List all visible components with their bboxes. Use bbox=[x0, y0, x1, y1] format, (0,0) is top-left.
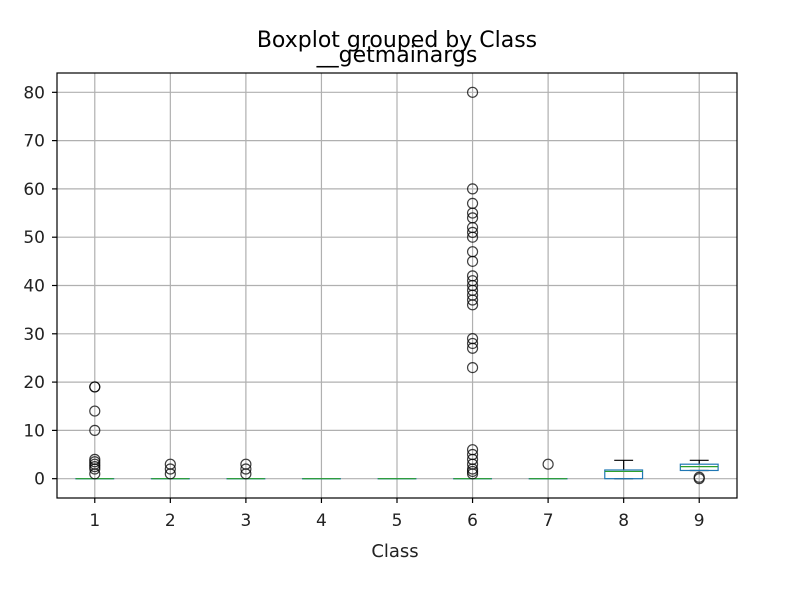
flier-point bbox=[89, 405, 101, 417]
flier-point bbox=[542, 458, 554, 470]
y-tick-label: 60 bbox=[23, 180, 45, 200]
chart-suptitle: Boxplot grouped by Class bbox=[257, 28, 537, 53]
x-tick-label: 9 bbox=[694, 511, 705, 531]
y-tick-label: 0 bbox=[34, 470, 45, 490]
tick-layer: 0 10 20 30 40 50 60 70 80 1 2 3 4 5 6 7 8 9 bbox=[23, 83, 704, 531]
flier-point bbox=[466, 86, 479, 98]
x-tick-label: 5 bbox=[392, 511, 403, 531]
box-group-class-6 bbox=[453, 86, 493, 480]
x-tick-label: 3 bbox=[240, 511, 251, 531]
flier-point bbox=[466, 183, 479, 195]
box-group-class-1 bbox=[75, 381, 115, 480]
flier-point bbox=[466, 337, 479, 350]
grid-layer bbox=[57, 73, 737, 498]
y-tick-label: 10 bbox=[23, 421, 45, 441]
flier-point bbox=[466, 275, 479, 287]
flier-point bbox=[466, 226, 479, 238]
box-group-class-9 bbox=[679, 459, 719, 485]
x-tick-label: 6 bbox=[467, 511, 478, 531]
x-tick-label: 8 bbox=[618, 511, 629, 531]
chart-title: __getmainargs bbox=[316, 43, 478, 68]
flier-point bbox=[466, 212, 479, 224]
flier-point bbox=[164, 463, 176, 475]
y-tick-label: 50 bbox=[23, 228, 45, 248]
y-tick-label: 20 bbox=[23, 373, 45, 393]
flier-point bbox=[466, 333, 479, 345]
flier-point bbox=[89, 381, 101, 393]
x-tick-label: 4 bbox=[316, 511, 327, 531]
x-tick-label: 2 bbox=[165, 511, 176, 531]
box-group-class-2 bbox=[150, 458, 190, 480]
flier-point bbox=[240, 458, 252, 470]
flier-point bbox=[466, 444, 479, 456]
data-layer bbox=[75, 86, 719, 485]
flier-point bbox=[89, 453, 101, 465]
y-tick-label: 70 bbox=[23, 132, 45, 152]
flier-point bbox=[466, 197, 479, 209]
flier-point bbox=[89, 424, 101, 436]
box-group-class-8 bbox=[604, 459, 644, 480]
box-group-class-7 bbox=[528, 458, 568, 480]
plot-frame bbox=[56, 72, 738, 499]
flier-point bbox=[240, 463, 252, 475]
y-tick-label: 40 bbox=[23, 277, 45, 297]
flier-point bbox=[466, 448, 479, 461]
y-tick-label: 30 bbox=[23, 325, 45, 345]
flier-point bbox=[466, 362, 479, 374]
flier-point bbox=[466, 246, 479, 258]
x-tick-label: 1 bbox=[89, 511, 100, 531]
box-group-class-3 bbox=[226, 458, 266, 480]
x-axis-label: Class bbox=[371, 541, 418, 562]
flier-point bbox=[693, 471, 705, 483]
flier-point bbox=[466, 270, 479, 282]
box bbox=[679, 463, 719, 472]
y-tick-label: 80 bbox=[23, 83, 45, 103]
x-tick-label: 7 bbox=[543, 511, 554, 531]
box bbox=[604, 469, 644, 480]
flier-point bbox=[164, 458, 176, 470]
